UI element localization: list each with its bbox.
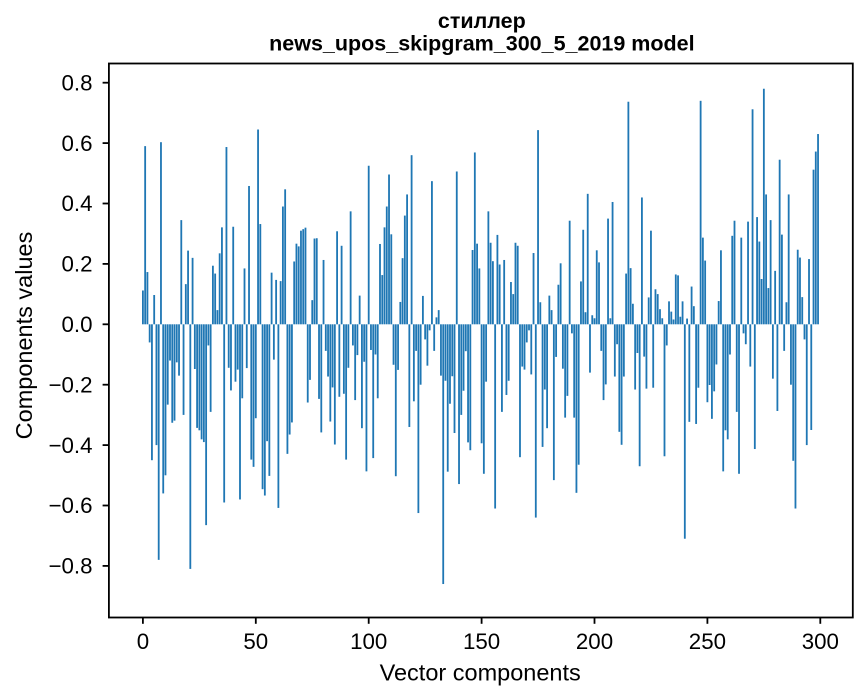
svg-text:50: 50	[243, 629, 268, 654]
svg-text:−0.2: −0.2	[48, 372, 92, 397]
svg-text:0.0: 0.0	[62, 312, 93, 337]
svg-text:200: 200	[576, 629, 613, 654]
svg-text:0.2: 0.2	[62, 252, 93, 277]
svg-text:Components values: Components values	[11, 232, 37, 440]
svg-text:150: 150	[463, 629, 500, 654]
svg-text:0.8: 0.8	[62, 70, 93, 95]
svg-text:0.6: 0.6	[62, 131, 93, 156]
svg-text:−0.4: −0.4	[48, 433, 92, 458]
svg-text:Vector components: Vector components	[380, 660, 581, 686]
svg-text:300: 300	[802, 629, 839, 654]
svg-text:100: 100	[350, 629, 387, 654]
svg-text:0: 0	[137, 629, 149, 654]
svg-text:стиллер: стиллер	[438, 9, 526, 33]
svg-text:−0.8: −0.8	[48, 554, 92, 579]
svg-text:news_upos_skipgram_300_5_2019: news_upos_skipgram_300_5_2019 model	[269, 32, 694, 56]
svg-text:−0.6: −0.6	[48, 493, 92, 518]
svg-text:250: 250	[689, 629, 726, 654]
svg-text:0.4: 0.4	[62, 191, 93, 216]
